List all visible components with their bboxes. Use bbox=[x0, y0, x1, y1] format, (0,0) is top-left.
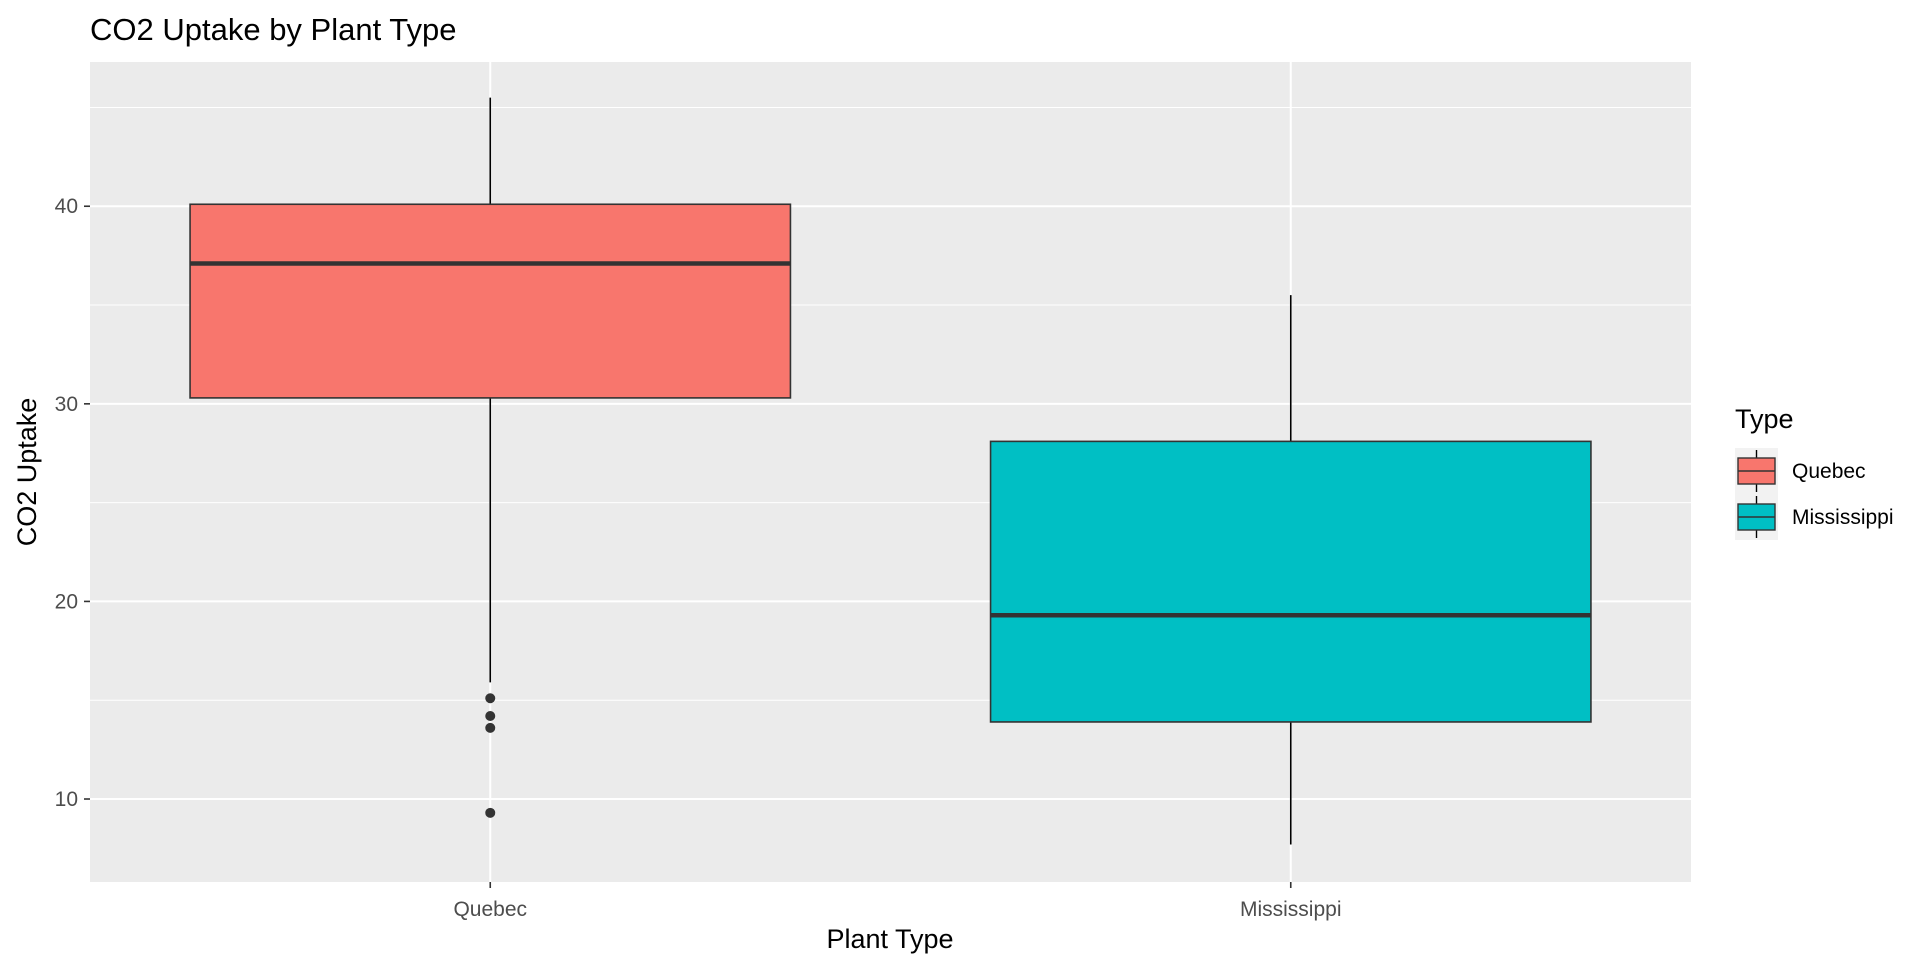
y-tick-label: 40 bbox=[55, 195, 78, 218]
legend-title: Type bbox=[1735, 404, 1794, 434]
legend-label: Quebec bbox=[1792, 460, 1866, 483]
box-quebec bbox=[189, 97, 792, 818]
box-body bbox=[989, 440, 1592, 723]
y-tick-label: 10 bbox=[55, 788, 78, 811]
legend: Type Quebec Mississippi bbox=[1735, 404, 1894, 540]
y-tick-label: 20 bbox=[55, 590, 78, 613]
legend-label: Mississippi bbox=[1792, 506, 1894, 529]
outlier-point bbox=[485, 722, 496, 733]
outlier-point bbox=[485, 807, 496, 818]
box-body bbox=[189, 203, 792, 399]
y-tick-label: 30 bbox=[55, 393, 78, 416]
y-axis-title: CO2 Uptake bbox=[12, 398, 42, 547]
x-tick-label: Quebec bbox=[453, 898, 527, 921]
x-axis: Quebec Mississippi bbox=[453, 882, 1342, 921]
box-mississippi bbox=[989, 295, 1592, 845]
x-tick-label: Mississippi bbox=[1240, 898, 1342, 921]
outlier-point bbox=[485, 693, 496, 704]
boxes bbox=[189, 97, 1592, 845]
y-axis: 10 20 30 40 bbox=[55, 195, 90, 811]
chart-title: CO2 Uptake by Plant Type bbox=[90, 12, 456, 47]
x-axis-title: Plant Type bbox=[826, 924, 953, 954]
outlier-point bbox=[485, 711, 496, 722]
legend-item-mississippi: Mississippi bbox=[1735, 494, 1894, 540]
legend-item-quebec: Quebec bbox=[1735, 448, 1866, 494]
